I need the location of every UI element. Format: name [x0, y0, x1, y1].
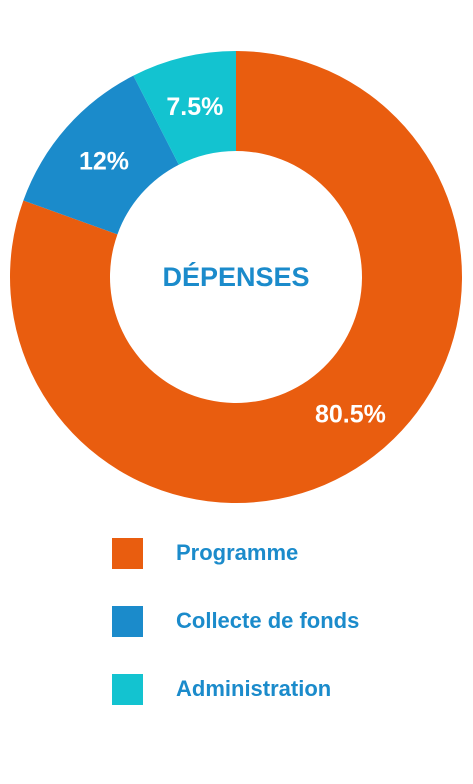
donut-chart: 80.5% 12% 7.5% DÉPENSES [10, 51, 463, 504]
legend-swatch-collecte-de-fonds [112, 606, 143, 637]
legend-item-programme: Programme [112, 538, 452, 570]
donut-slice-collecte-de-fonds [23, 75, 179, 235]
chart-title: DÉPENSES [162, 261, 309, 292]
donut-slice-administration [133, 51, 236, 165]
legend-label-administration: Administration [176, 676, 332, 701]
data-label-administration: 7.5% [166, 93, 223, 121]
legend-label-programme: Programme [176, 540, 299, 565]
legend-swatch-programme [112, 538, 143, 569]
donut-data-labels: 80.5% 12% 7.5% [79, 93, 386, 429]
data-label-programme: 80.5% [315, 400, 386, 428]
chart-legend: Programme Collecte de fonds Administrati… [112, 538, 452, 742]
legend-item-administration: Administration [112, 674, 452, 706]
donut-slices [10, 51, 463, 504]
legend-item-collecte-de-fonds: Collecte de fonds [112, 606, 452, 638]
legend-label-collecte-de-fonds: Collecte de fonds [176, 608, 360, 633]
data-label-collecte-de-fonds: 12% [79, 148, 129, 176]
donut-slice-programme [10, 51, 463, 504]
legend-swatch-administration [112, 674, 143, 705]
